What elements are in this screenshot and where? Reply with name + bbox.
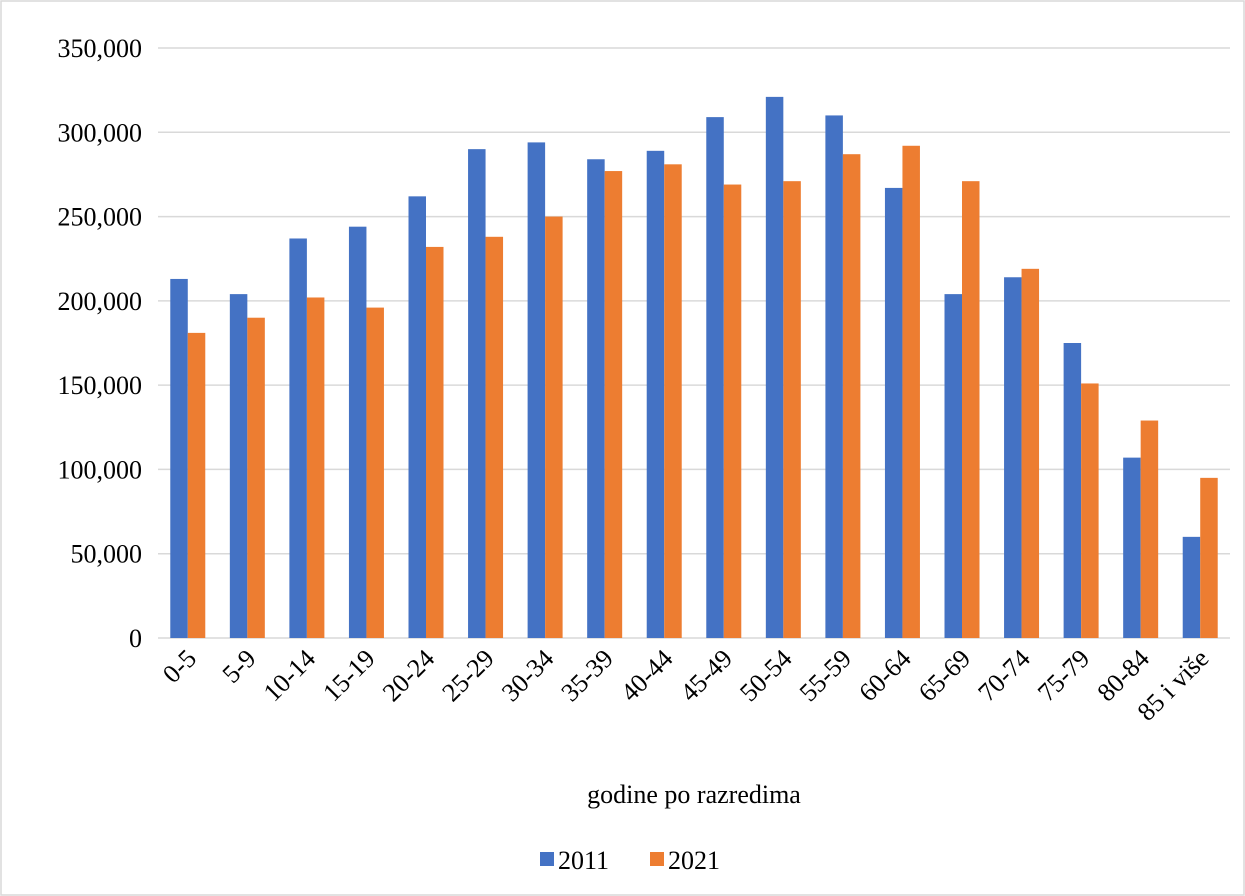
bar [706, 117, 724, 639]
bar [229, 294, 248, 638]
bar [962, 181, 980, 638]
bar [545, 216, 563, 639]
legend-swatch [540, 852, 554, 866]
bar [604, 171, 623, 639]
bar [825, 115, 843, 638]
y-tick-label: 150,000 [58, 371, 143, 400]
x-axis-label: godine po razredima [587, 780, 801, 809]
bar [366, 307, 384, 638]
y-tick-label: 0 [129, 624, 142, 653]
legend-label: 2011 [558, 846, 609, 875]
bar [348, 226, 367, 638]
bar [1021, 268, 1040, 638]
y-tick-label: 350,000 [58, 34, 143, 63]
bar [646, 150, 665, 639]
bar [247, 317, 265, 638]
bar [170, 278, 188, 638]
bar [485, 236, 504, 639]
legend-label: 2021 [668, 846, 720, 875]
bar [723, 184, 742, 639]
bar [289, 238, 307, 638]
bar [1123, 457, 1141, 638]
bar [408, 196, 426, 639]
bar [842, 154, 861, 638]
bar [187, 332, 206, 638]
bar [1063, 343, 1082, 638]
y-tick-label: 100,000 [58, 455, 143, 484]
bar [1182, 536, 1201, 638]
bar [902, 145, 920, 638]
bar [664, 164, 682, 639]
bar [1140, 420, 1159, 638]
bar [426, 246, 444, 638]
y-tick-label: 250,000 [58, 203, 143, 232]
bar [468, 149, 486, 638]
y-tick-label: 200,000 [58, 287, 143, 316]
y-tick-label: 50,000 [71, 540, 143, 569]
legend-swatch [650, 852, 664, 866]
bar [783, 181, 801, 638]
bar [587, 159, 605, 638]
bar [1081, 383, 1099, 638]
y-tick-label: 300,000 [58, 118, 143, 147]
bar [765, 96, 784, 638]
bar [884, 187, 903, 638]
bar [1004, 277, 1022, 638]
bar [306, 297, 325, 638]
bar [1200, 477, 1218, 638]
bar [944, 294, 962, 638]
bar [527, 142, 546, 638]
